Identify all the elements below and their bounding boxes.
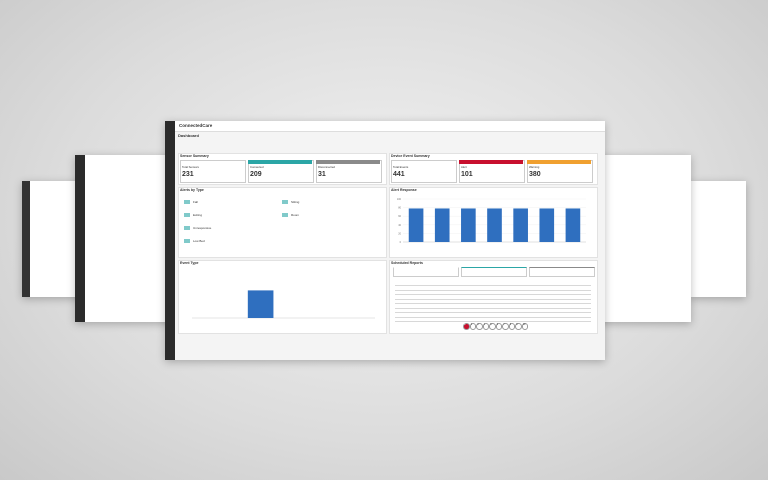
chart xyxy=(192,290,375,319)
alert-type: Fall xyxy=(193,200,198,204)
table-row xyxy=(395,303,591,304)
card-value: 231 xyxy=(182,171,194,178)
page-button[interactable] xyxy=(463,323,470,330)
alert-type: Sitting xyxy=(291,200,300,204)
card-label: Alert xyxy=(461,165,467,169)
table-row xyxy=(395,312,591,313)
page-button[interactable] xyxy=(469,323,476,330)
bar xyxy=(487,208,502,242)
y-tick-label: 100 xyxy=(397,198,402,201)
panel-title: Sensor Summary xyxy=(180,154,209,158)
card-label: Total Events xyxy=(393,165,409,169)
panel-title: Alerts by Type xyxy=(180,188,204,192)
y-tick-label: 20 xyxy=(398,232,401,235)
y-tick-label: 40 xyxy=(398,224,401,227)
page-button[interactable] xyxy=(515,323,522,330)
count-badge xyxy=(184,239,190,243)
card-value: 441 xyxy=(393,171,405,178)
report-card xyxy=(529,267,595,277)
table-row xyxy=(395,321,591,322)
brand: ConnectedCare xyxy=(179,123,213,128)
page-number: 9 xyxy=(516,323,518,327)
panel-title: Scheduled Reports xyxy=(391,261,423,265)
card-band xyxy=(248,160,312,164)
page-button[interactable] xyxy=(482,323,489,330)
side-window-right xyxy=(595,155,691,322)
page-number: 7 xyxy=(503,323,505,327)
page-number: 5 xyxy=(490,323,492,327)
page-button[interactable] xyxy=(502,323,509,330)
card-value: 101 xyxy=(461,171,473,178)
page-number: 8 xyxy=(509,323,512,327)
table-row xyxy=(395,316,591,317)
page-button[interactable] xyxy=(508,323,515,330)
page-title: Dashboard xyxy=(178,133,199,138)
page-number: 1 xyxy=(464,323,466,327)
table-row xyxy=(395,307,591,308)
reports-panel xyxy=(389,260,598,334)
chart-panel xyxy=(178,260,387,334)
panel-title: Event Type xyxy=(180,261,199,265)
table-row xyxy=(395,285,591,286)
bar xyxy=(434,208,450,242)
top-bar xyxy=(175,121,605,132)
card-label: Disconnected xyxy=(318,165,335,169)
bar xyxy=(565,208,581,242)
page-button[interactable] xyxy=(521,323,528,330)
card-band xyxy=(316,160,380,164)
table-row xyxy=(395,294,591,295)
page-number: 6 xyxy=(496,323,499,327)
dashboard-window: ConnectedCare Dashboard Sensor Summary To… xyxy=(165,121,605,360)
page-button[interactable] xyxy=(476,323,483,330)
alert-type: Exiting xyxy=(193,213,203,217)
panel-title: Device Event Summary xyxy=(391,154,430,158)
page-number: 3 xyxy=(477,323,479,327)
card-band xyxy=(459,160,523,164)
count-badge xyxy=(282,213,288,217)
alert-type: Unresponsive xyxy=(193,226,212,230)
bar xyxy=(408,208,424,242)
back-window-right xyxy=(690,181,746,297)
report-card xyxy=(393,267,459,277)
count-badge xyxy=(184,226,190,230)
count-badge xyxy=(184,213,190,217)
y-tick-label: 80 xyxy=(398,207,401,210)
sidebar xyxy=(165,121,175,360)
alert-type: Room xyxy=(291,213,300,217)
card-band xyxy=(527,160,591,164)
report-card xyxy=(461,267,527,277)
card-label: Connected xyxy=(250,165,264,169)
y-tick-label: 0 xyxy=(400,241,402,244)
bar xyxy=(461,208,476,242)
page-number: 4 xyxy=(483,323,486,327)
y-tick-label: 60 xyxy=(398,215,401,218)
chart: 0 20 40 60 80 100 xyxy=(397,198,586,244)
card-value: 209 xyxy=(250,171,262,178)
side-window-left xyxy=(75,155,171,322)
page-button[interactable] xyxy=(489,323,496,330)
page-button[interactable] xyxy=(495,323,502,330)
page-number: 2 xyxy=(470,323,473,327)
bar xyxy=(539,208,555,242)
alerts-panel xyxy=(178,187,387,258)
card-label: Total Sensors xyxy=(182,165,199,169)
card-label: Warning xyxy=(529,165,540,169)
card-value: 380 xyxy=(529,171,541,178)
table-row xyxy=(395,298,591,299)
bar xyxy=(247,290,274,318)
bar xyxy=(513,208,528,242)
count-badge xyxy=(184,200,190,204)
page-number: 10 xyxy=(522,323,526,327)
table-row xyxy=(395,289,591,290)
panel-title: Alert Response xyxy=(391,188,417,192)
count-badge xyxy=(282,200,288,204)
card xyxy=(391,160,457,183)
card xyxy=(180,160,246,183)
card-value: 31 xyxy=(318,171,326,178)
alert-type: Low Bed xyxy=(193,239,205,243)
